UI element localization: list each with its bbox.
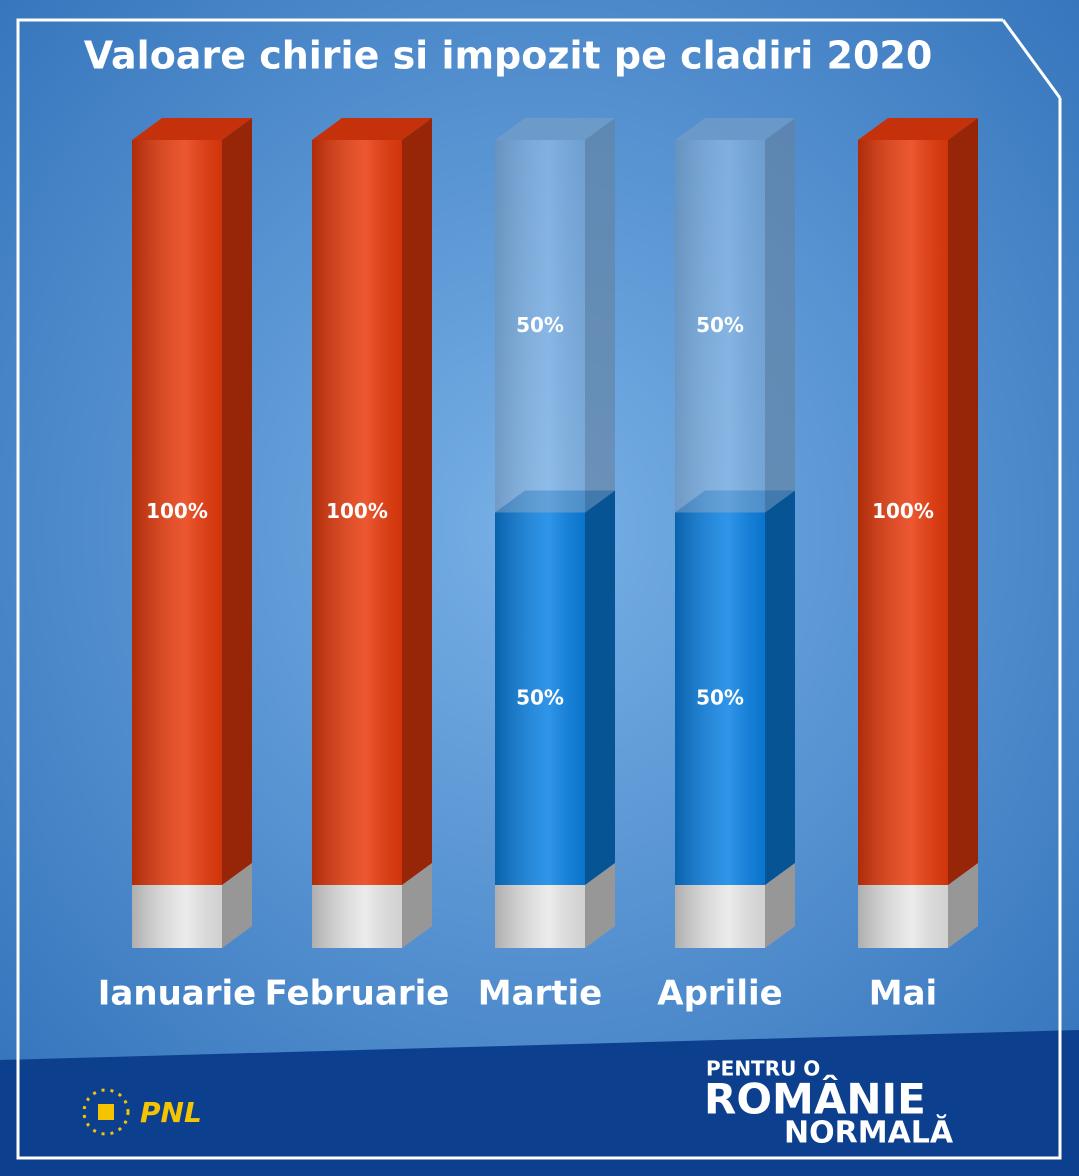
value-label: 50% <box>516 685 564 709</box>
bar-shine <box>858 140 948 885</box>
slogan: ROMÂNIE <box>704 1074 926 1124</box>
x-tick-label: Martie <box>478 974 603 1014</box>
bar-top-shade <box>132 118 252 140</box>
frame <box>16 18 1062 1160</box>
bar-top <box>675 118 795 140</box>
logo-stars <box>82 1088 130 1136</box>
slogan: PENTRU O <box>706 1057 820 1081</box>
bar-top-shade <box>312 118 432 140</box>
pedestal-side <box>948 863 978 948</box>
pedestal-shine <box>675 885 765 948</box>
bar-side-shade <box>222 118 252 885</box>
x-tick-label: Mai <box>869 974 937 1014</box>
bar-shine <box>495 140 585 513</box>
x-tick-label: Ianuarie <box>98 974 256 1014</box>
bar-shine <box>312 140 402 885</box>
pedestal-shine <box>312 885 402 948</box>
bar-side-shade <box>402 118 432 885</box>
pedestal-side-shade <box>222 863 252 948</box>
pedestal-side <box>585 863 615 948</box>
pedestal-side-shade <box>765 863 795 948</box>
x-tick-label: Aprilie <box>657 974 782 1014</box>
bar-side-shade <box>765 118 795 513</box>
value-label: 50% <box>516 313 564 337</box>
pedestal-side <box>222 863 252 948</box>
bar-shine <box>132 140 222 885</box>
bar-top <box>132 118 252 140</box>
bar-side <box>222 118 252 885</box>
bar-side <box>402 118 432 885</box>
value-label: 50% <box>696 685 744 709</box>
pedestal-side <box>765 863 795 948</box>
slogan: NORMALĂ <box>784 1114 954 1151</box>
value-label: 100% <box>146 499 208 523</box>
bar-top-shade <box>495 118 615 140</box>
bar-side-shade <box>948 118 978 885</box>
logo-mark <box>98 1104 114 1120</box>
footer-band <box>0 1030 1079 1176</box>
bar-side-shade <box>585 490 615 885</box>
bar-shine <box>675 140 765 513</box>
bar-side <box>765 118 795 513</box>
bar-side-shade <box>765 490 795 885</box>
bar-top <box>312 118 432 140</box>
frame <box>1001 19 1062 99</box>
pedestal-shine <box>858 885 948 948</box>
pedestal-side-shade <box>402 863 432 948</box>
pedestal-side-shade <box>585 863 615 948</box>
bar-top <box>858 118 978 140</box>
pedestal-side-shade <box>948 863 978 948</box>
value-label: 50% <box>696 313 744 337</box>
bar-side <box>765 490 795 885</box>
pedestal-shine <box>132 885 222 948</box>
bar-side <box>585 490 615 885</box>
pedestal-shine <box>495 885 585 948</box>
bar-top-shade <box>858 118 978 140</box>
chart-title: Valoare chirie si impozit pe cladiri 202… <box>84 34 933 78</box>
value-label: 100% <box>872 499 934 523</box>
value-label: 100% <box>326 499 388 523</box>
bar-side <box>585 118 615 513</box>
bar-shine <box>675 512 765 885</box>
bar-side-shade <box>585 118 615 513</box>
bar-side <box>948 118 978 885</box>
bar-shine <box>495 512 585 885</box>
party-name: PNL <box>140 1096 202 1129</box>
bar-top <box>495 118 615 140</box>
pedestal-side <box>402 863 432 948</box>
bar-top-shade <box>675 118 795 140</box>
x-tick-label: Februarie <box>265 974 450 1014</box>
